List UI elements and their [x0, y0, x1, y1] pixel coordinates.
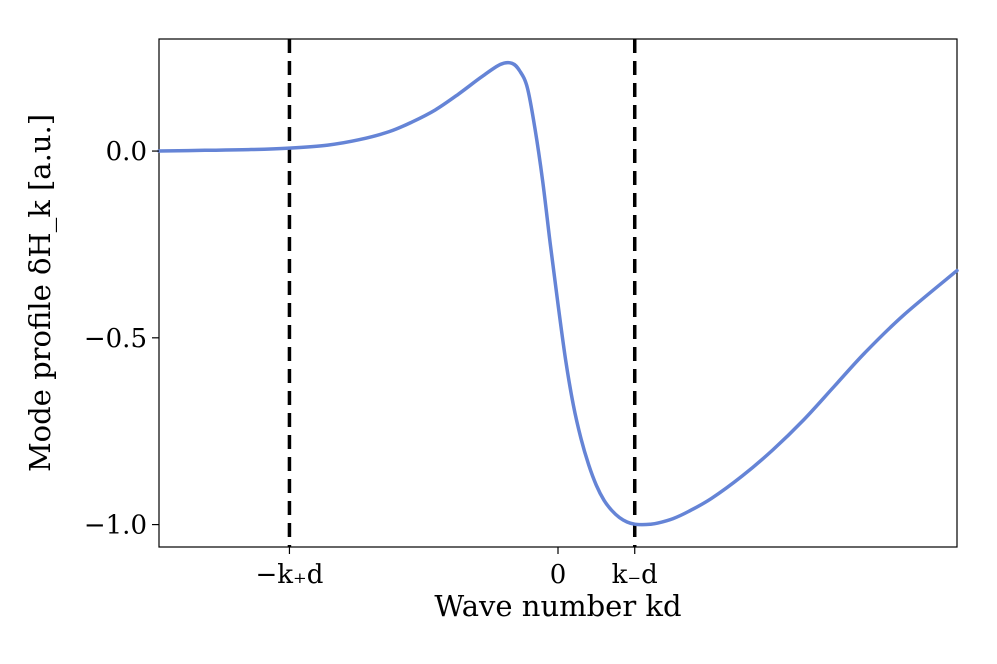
y-tick-label-0: 0.0: [106, 137, 147, 167]
y-tick-label-1: −0.5: [84, 324, 147, 354]
series-layer: [157, 60, 959, 527]
vertical-markers: [287, 39, 637, 547]
series-line-0: [157, 60, 959, 527]
x-axis-label: Wave number kd: [434, 589, 681, 623]
x-ticks: −k₊d 0 k₋d: [255, 547, 658, 590]
y-tick-label-2: −1.0: [84, 511, 147, 541]
x-tick-label-0: −k₊d: [255, 560, 323, 590]
x-tick-label-1: 0: [550, 560, 567, 590]
y-ticks: 0.0 −0.5 −1.0: [84, 137, 159, 541]
x-tick-label-2: k₋d: [612, 560, 658, 590]
y-axis-label: Mode profile δH_k [a.u.]: [23, 114, 58, 472]
